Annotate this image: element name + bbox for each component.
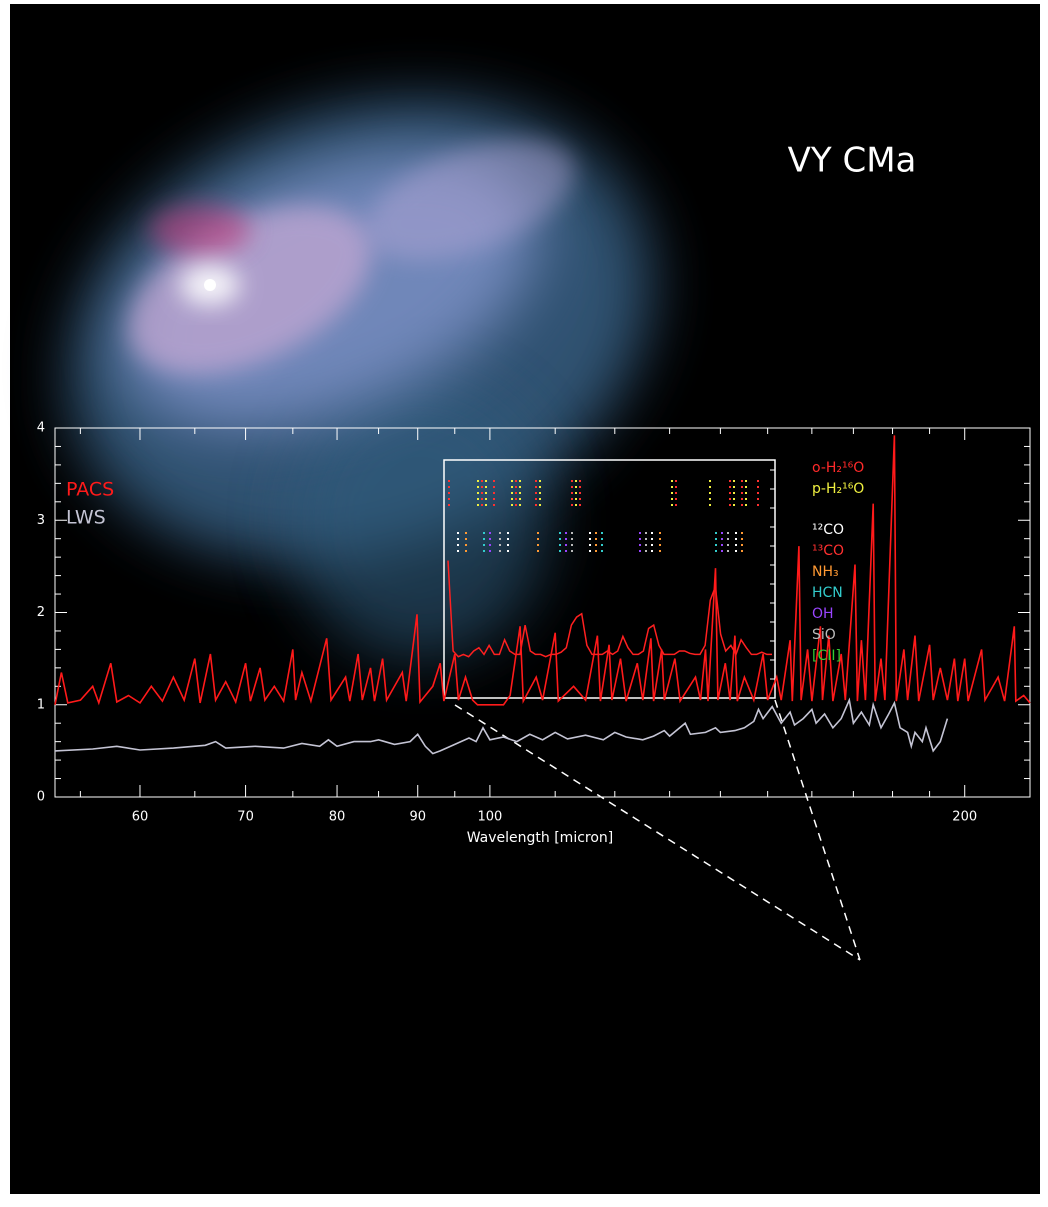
x-tick-label: 100 <box>477 810 502 825</box>
x-tick-label: 70 <box>237 810 254 825</box>
zoom-line <box>454 704 861 961</box>
inset-frame <box>443 459 776 699</box>
nebula <box>68 99 652 660</box>
species-label: HCN <box>812 585 843 601</box>
species-label: [CII] <box>812 648 841 664</box>
y-tick-label: 0 <box>37 790 45 805</box>
species-label: NH₃ <box>812 564 839 580</box>
y-tick-label: 1 <box>37 697 45 712</box>
y-tick-label: 3 <box>37 513 45 528</box>
inset <box>443 459 776 699</box>
x-tick-label: 90 <box>409 810 426 825</box>
x-tick-label: 80 <box>329 810 346 825</box>
chart-title: VY CMa <box>788 141 917 181</box>
species-label: ¹²CO <box>812 522 844 538</box>
species-label: p-H₂¹⁶O <box>812 481 864 497</box>
zoom-line <box>774 699 861 961</box>
species-label: OH <box>812 606 834 622</box>
y-tick-label: 4 <box>37 421 45 436</box>
x-tick-label: 200 <box>952 810 977 825</box>
species-label: ¹³CO <box>812 543 844 559</box>
legend-entry: LWS <box>66 507 106 529</box>
species-label: o-H₂¹⁶O <box>812 460 864 476</box>
x-tick-label: 60 <box>132 810 149 825</box>
legend-entry: PACS <box>66 479 114 501</box>
x-axis-label: Wavelength [micron] <box>467 830 614 846</box>
species-label: SiO <box>812 627 836 643</box>
series-line <box>54 435 1031 706</box>
series-line <box>54 697 949 755</box>
y-tick-label: 2 <box>37 605 45 620</box>
